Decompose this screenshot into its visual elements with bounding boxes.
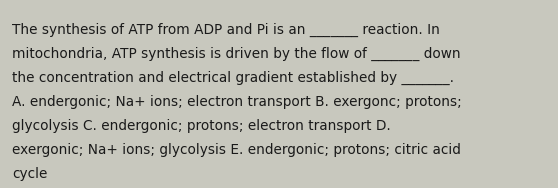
Text: The synthesis of ATP from ADP and Pi is an _______ reaction. In: The synthesis of ATP from ADP and Pi is … <box>12 23 440 37</box>
Text: cycle: cycle <box>12 167 47 181</box>
Text: exergonic; Na+ ions; glycolysis E. endergonic; protons; citric acid: exergonic; Na+ ions; glycolysis E. ender… <box>12 143 461 157</box>
Text: the concentration and electrical gradient established by _______.: the concentration and electrical gradien… <box>12 71 454 85</box>
Text: A. endergonic; Na+ ions; electron transport B. exergonc; protons;: A. endergonic; Na+ ions; electron transp… <box>12 95 462 109</box>
Text: glycolysis C. endergonic; protons; electron transport D.: glycolysis C. endergonic; protons; elect… <box>12 119 391 133</box>
Text: mitochondria, ATP synthesis is driven by the flow of _______ down: mitochondria, ATP synthesis is driven by… <box>12 47 461 61</box>
